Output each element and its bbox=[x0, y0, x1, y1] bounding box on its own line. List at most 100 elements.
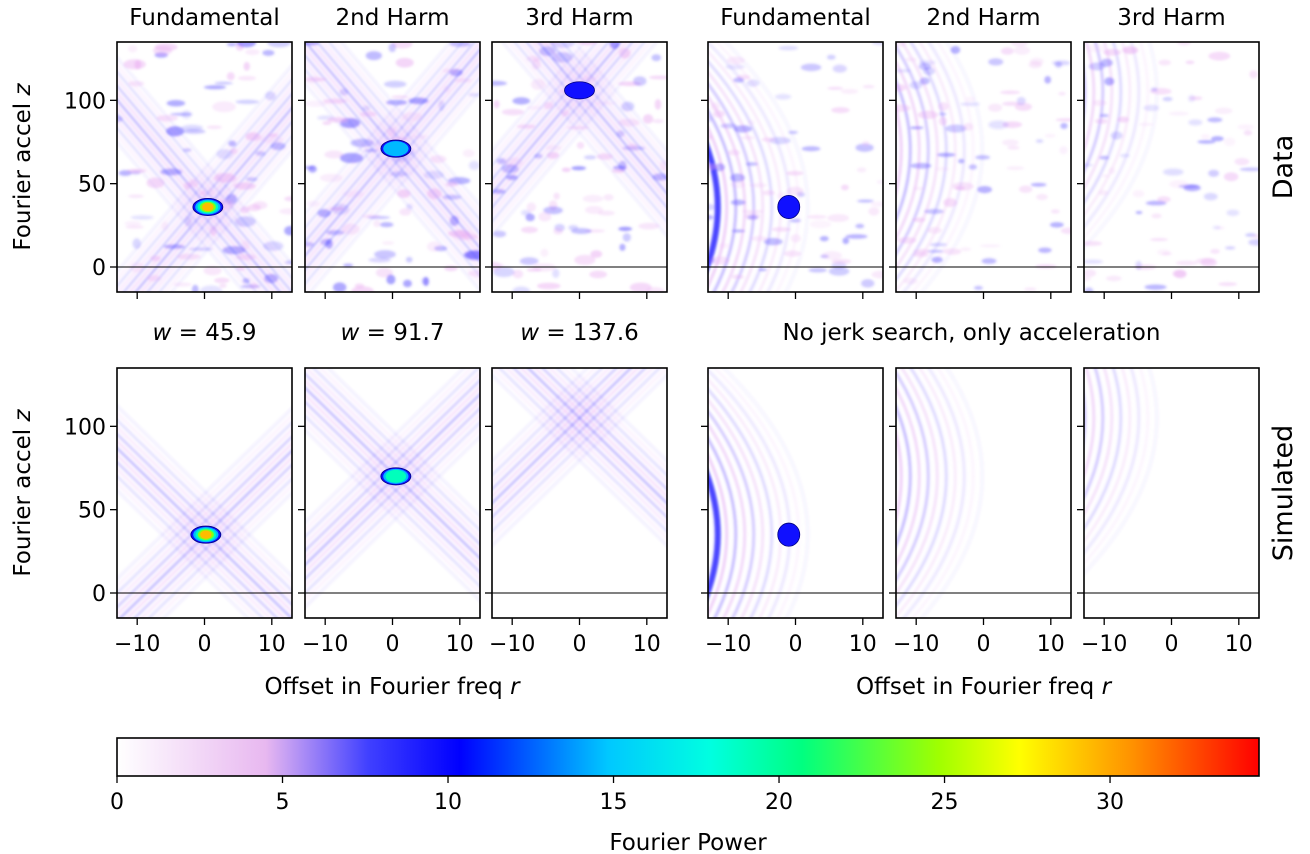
noise-blob bbox=[733, 125, 752, 133]
noise-blob bbox=[263, 241, 284, 251]
ridge bbox=[305, 61, 480, 273]
noise-blob bbox=[306, 200, 320, 207]
noise-blob bbox=[626, 143, 639, 150]
noise-blob bbox=[233, 182, 256, 190]
ridge bbox=[132, 462, 292, 618]
row-label: Data bbox=[1268, 135, 1299, 199]
field-texture bbox=[708, 368, 810, 618]
column-title: Fundamental bbox=[720, 5, 870, 31]
noise-blob bbox=[1214, 107, 1233, 115]
colorbar-tick-label: 30 bbox=[1096, 790, 1124, 815]
panel-simulated-3: −10 0 10 bbox=[485, 367, 668, 657]
noise-blob bbox=[828, 266, 850, 276]
noise-blob bbox=[206, 125, 222, 129]
colorbar: 0 5 10 15 20 25 30 Fourier Power bbox=[110, 737, 1260, 854]
chevron-fringe bbox=[1084, 42, 1123, 205]
noise-blob bbox=[943, 248, 962, 255]
noise-blob bbox=[512, 286, 531, 292]
noise-blob bbox=[1101, 174, 1110, 178]
noise-blob bbox=[267, 133, 279, 137]
noise-blob bbox=[1007, 145, 1020, 150]
noise-blob bbox=[320, 238, 332, 246]
noise-blob bbox=[708, 116, 713, 123]
noise-blob bbox=[1108, 167, 1116, 175]
noise-blob bbox=[896, 83, 907, 92]
noise-blob bbox=[584, 205, 604, 214]
noise-blob bbox=[1135, 210, 1143, 215]
noise-blob bbox=[937, 102, 949, 111]
noise-blob bbox=[710, 102, 721, 112]
noise-blob bbox=[1105, 275, 1122, 282]
colorbar-tick-label: 5 bbox=[276, 790, 290, 815]
y-tick-label: 50 bbox=[78, 499, 106, 524]
noise-blob bbox=[284, 225, 292, 236]
ridge bbox=[492, 372, 667, 548]
y-axis-variable: z bbox=[10, 83, 36, 97]
noise-blob bbox=[1156, 249, 1171, 256]
noise-blob bbox=[857, 199, 874, 203]
noise-blob bbox=[566, 126, 590, 130]
noise-blob bbox=[590, 250, 603, 258]
field-texture bbox=[1084, 368, 1159, 576]
field-texture bbox=[492, 368, 667, 548]
noise-blob bbox=[1059, 145, 1068, 155]
chevron-fringe bbox=[708, 81, 756, 292]
noise-blob bbox=[1162, 96, 1173, 102]
noise-blob bbox=[284, 260, 292, 265]
noise-blob bbox=[161, 221, 169, 231]
noise-blob bbox=[758, 268, 768, 272]
x-tick-label: −10 bbox=[114, 632, 160, 657]
noise-blob bbox=[612, 165, 627, 170]
noise-blob bbox=[924, 209, 944, 214]
noise-blob bbox=[427, 188, 442, 200]
noise-blob bbox=[708, 203, 715, 211]
noise-blob bbox=[935, 166, 950, 172]
noise-blob bbox=[621, 101, 635, 112]
panel-field bbox=[492, 42, 667, 292]
noise-blob bbox=[426, 241, 442, 252]
x-tick-label: 0 bbox=[198, 632, 212, 657]
panel-data-5 bbox=[889, 41, 1072, 299]
noise-blob bbox=[448, 230, 470, 237]
w-value: = 137.6 bbox=[539, 320, 639, 346]
noise-blob bbox=[403, 279, 412, 288]
chevron-fringe bbox=[896, 77, 912, 223]
noise-blob bbox=[713, 110, 725, 118]
chevron-fringe bbox=[896, 403, 912, 549]
noise-blob bbox=[826, 54, 836, 60]
x-axis-label: Offset in Fourier freq r bbox=[856, 674, 1113, 700]
y-axis-label: Fourier accel z bbox=[10, 409, 36, 577]
noise-blob bbox=[242, 278, 250, 284]
x-tick-label: 10 bbox=[849, 632, 877, 657]
noise-blob bbox=[1144, 284, 1167, 290]
noise-blob bbox=[571, 166, 587, 171]
noise-blob bbox=[323, 98, 348, 104]
ridge bbox=[492, 368, 655, 527]
noise-blob bbox=[714, 163, 726, 172]
field-texture bbox=[896, 368, 984, 618]
noise-blob bbox=[134, 60, 142, 70]
panel-data-4 bbox=[701, 41, 884, 299]
noise-blob bbox=[763, 238, 783, 246]
colorbar-tick-label: 25 bbox=[931, 790, 959, 815]
noise-blob bbox=[264, 273, 279, 284]
peak-contour bbox=[385, 469, 407, 483]
y-axis-variable: z bbox=[10, 409, 36, 423]
noise-blob bbox=[207, 187, 215, 196]
noise-blob bbox=[247, 204, 261, 212]
noise-blob bbox=[1024, 287, 1037, 291]
noise-blob bbox=[1103, 48, 1121, 56]
noise-blob bbox=[1084, 269, 1097, 277]
noise-blob bbox=[819, 235, 829, 242]
chevron-fringe bbox=[1084, 42, 1150, 240]
noise-blob bbox=[449, 42, 471, 47]
noise-blob bbox=[731, 229, 746, 233]
noise-blob bbox=[1215, 226, 1225, 230]
noise-blob bbox=[333, 282, 347, 292]
noise-blob bbox=[786, 170, 804, 176]
noise-blob bbox=[259, 135, 284, 144]
noise-blob bbox=[341, 223, 360, 235]
noise-blob bbox=[1237, 124, 1255, 130]
chevron-fringe bbox=[708, 59, 774, 292]
noise-blob bbox=[1150, 238, 1168, 242]
